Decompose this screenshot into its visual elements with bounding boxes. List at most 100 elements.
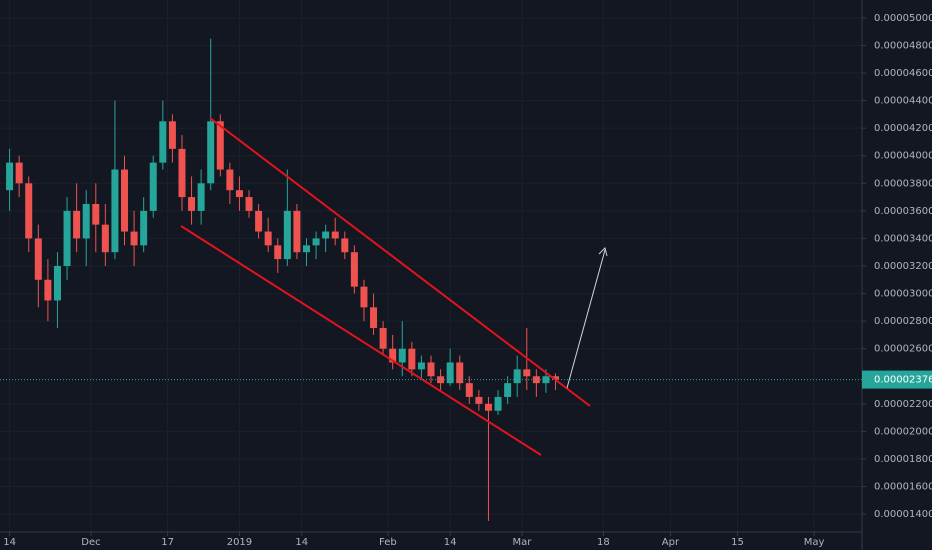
candle-body — [207, 121, 215, 184]
candle-body — [465, 383, 473, 397]
grid — [0, 0, 862, 532]
candle-body — [101, 224, 109, 253]
candle-body — [370, 307, 378, 329]
axes: 0.00005000 0.00004800 0.00004600 0.00004400… — [0, 13, 932, 548]
price-label-box — [862, 370, 932, 389]
arrow — [566, 249, 606, 389]
y-tick-label: 0.00001400 — [874, 509, 932, 520]
candles — [6, 38, 560, 521]
candle-body — [188, 197, 196, 211]
x-tick-label: 18 — [597, 537, 610, 548]
candle-body — [417, 362, 425, 370]
y-tick-label: 0.00004200 — [874, 123, 932, 134]
candle-body — [245, 197, 253, 211]
candle-body — [121, 169, 129, 232]
candle-body — [398, 348, 406, 363]
channel-upper — [209, 117, 591, 407]
x-tick-label: Dec — [81, 537, 100, 548]
candle-body — [63, 210, 71, 266]
candle-body — [542, 376, 550, 384]
candle-body — [360, 286, 368, 308]
y-tick-label: 0.00003000 — [874, 289, 932, 300]
candle-body — [446, 362, 454, 384]
candle-body — [379, 328, 387, 349]
candle-body — [149, 162, 157, 211]
candle-body — [264, 231, 272, 246]
candle-body — [532, 376, 540, 384]
y-tick-label: 0.00004800 — [874, 40, 932, 51]
candle-body — [484, 403, 492, 411]
candle-body — [15, 162, 23, 184]
candle-body — [494, 396, 502, 411]
candle-body — [159, 121, 167, 163]
x-tick-label: 15 — [731, 537, 744, 548]
candle-body — [178, 148, 186, 198]
candle-body — [53, 266, 61, 301]
price-label: 0.00002376 — [874, 375, 932, 386]
candle-body — [504, 383, 512, 397]
candle-body — [216, 121, 224, 170]
drawings — [180, 117, 608, 456]
candle-body — [341, 238, 349, 253]
x-tick-label: Mar — [513, 537, 533, 548]
x-tick-label: 14 — [3, 537, 16, 548]
x-tick-label: May — [804, 537, 825, 548]
candle-body — [130, 231, 138, 246]
x-tick-label: 14 — [444, 537, 457, 548]
candle-body — [168, 121, 176, 149]
candle-body — [427, 362, 435, 377]
candle-body — [274, 245, 282, 260]
candle-body — [226, 169, 234, 191]
x-tick-label: Feb — [379, 537, 397, 548]
x-tick-label: Apr — [662, 537, 680, 548]
channel-lower — [180, 225, 542, 456]
candle-body — [111, 169, 119, 253]
y-tick-label: 0.00003600 — [874, 206, 932, 217]
y-tick-label: 0.00002600 — [874, 344, 932, 355]
candle-body — [322, 231, 330, 239]
y-tick-label: 0.00005000 — [874, 13, 932, 24]
candle-body — [44, 279, 52, 301]
arrow-head — [598, 247, 608, 257]
y-tick-label: 0.00003800 — [874, 178, 932, 189]
y-tick-label: 0.00003400 — [874, 233, 932, 244]
candle-body — [140, 210, 148, 246]
candle-body — [523, 369, 531, 377]
y-tick-label: 0.00004400 — [874, 96, 932, 107]
candle-body — [552, 376, 560, 380]
candle-body — [25, 183, 33, 239]
x-tick-label: 2019 — [227, 537, 252, 548]
candle-body — [82, 203, 90, 239]
candle-body — [312, 238, 320, 246]
candle-body — [456, 362, 464, 384]
y-tick-label: 0.00003200 — [874, 261, 932, 272]
candle-body — [331, 231, 339, 239]
y-tick-label: 0.00002000 — [874, 426, 932, 437]
candle-body — [197, 183, 205, 211]
y-tick-label: 0.00002200 — [874, 399, 932, 410]
x-tick-label: 17 — [161, 537, 174, 548]
candle-body — [92, 203, 100, 225]
candle-body — [255, 210, 263, 232]
candle-body — [513, 369, 521, 384]
candle-body — [73, 210, 81, 239]
candle-body — [34, 238, 42, 280]
candle-body — [283, 210, 291, 260]
y-tick-label: 0.00004600 — [874, 68, 932, 79]
candle-body — [437, 376, 445, 384]
candle-body — [302, 245, 310, 253]
y-tick-label: 0.00001800 — [874, 454, 932, 465]
candle-body — [235, 190, 243, 198]
y-tick-label: 0.00002800 — [874, 316, 932, 327]
candle-body — [475, 396, 483, 404]
y-tick-label: 0.00001600 — [874, 482, 932, 493]
y-tick-label: 0.00004000 — [874, 151, 932, 162]
candle-body — [389, 348, 397, 363]
candle-body — [293, 210, 301, 253]
x-tick-label: 14 — [295, 537, 308, 548]
candle-body — [408, 348, 416, 370]
candle-body — [350, 252, 358, 287]
candle-body — [6, 162, 14, 191]
